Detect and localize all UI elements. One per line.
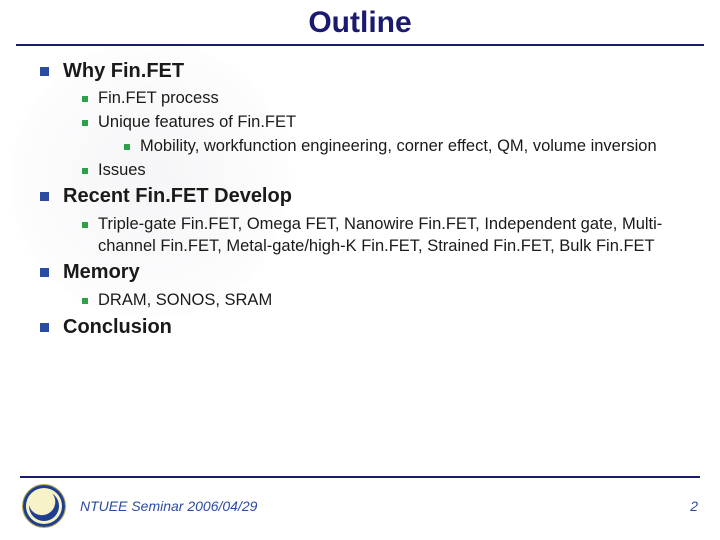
slide-content: Why Fin.FET Fin.FET process Unique featu… [0, 56, 720, 340]
item-text: Triple-gate Fin.FET, Omega FET, Nanowire… [98, 214, 690, 258]
heading-text: Recent Fin.FET Develop [63, 183, 690, 209]
square-bullet-small-icon [82, 96, 88, 102]
list-item: Triple-gate Fin.FET, Omega FET, Nanowire… [40, 214, 690, 258]
heading-text: Why Fin.FET [63, 58, 690, 84]
slide: Outline Why Fin.FET Fin.FET process Uniq… [0, 0, 720, 540]
section: Why Fin.FET Fin.FET process Unique featu… [40, 58, 690, 181]
section-heading: Conclusion [40, 314, 690, 340]
heading-text: Conclusion [63, 314, 690, 340]
heading-text: Memory [63, 259, 690, 285]
section: Recent Fin.FET Develop Triple-gate Fin.F… [40, 183, 690, 257]
slide-title: Outline [0, 0, 720, 44]
square-bullet-small-icon [124, 144, 130, 150]
list-item: DRAM, SONOS, SRAM [40, 290, 690, 312]
square-bullet-icon [40, 192, 49, 201]
footer-divider [20, 476, 700, 478]
item-text: Unique features of Fin.FET [98, 112, 690, 134]
section: Conclusion [40, 314, 690, 340]
subitem-text: Mobility, workfunction engineering, corn… [140, 136, 690, 158]
item-text: DRAM, SONOS, SRAM [98, 290, 690, 312]
section-heading: Why Fin.FET [40, 58, 690, 84]
square-bullet-small-icon [82, 222, 88, 228]
list-subitem: Mobility, workfunction engineering, corn… [40, 136, 690, 158]
section-heading: Memory [40, 259, 690, 285]
page-number: 2 [690, 498, 698, 514]
item-text: Fin.FET process [98, 88, 690, 110]
university-seal-icon [22, 484, 66, 528]
footer: NTUEE Seminar 2006/04/29 2 [0, 484, 720, 528]
list-item: Fin.FET process [40, 88, 690, 110]
list-item: Unique features of Fin.FET [40, 112, 690, 134]
square-bullet-small-icon [82, 298, 88, 304]
footer-text: NTUEE Seminar 2006/04/29 [80, 498, 690, 514]
square-bullet-small-icon [82, 168, 88, 174]
section-heading: Recent Fin.FET Develop [40, 183, 690, 209]
square-bullet-icon [40, 67, 49, 76]
square-bullet-icon [40, 323, 49, 332]
list-item: Issues [40, 160, 690, 182]
square-bullet-icon [40, 268, 49, 277]
title-underline [16, 44, 704, 46]
section: Memory DRAM, SONOS, SRAM [40, 259, 690, 311]
square-bullet-small-icon [82, 120, 88, 126]
item-text: Issues [98, 160, 690, 182]
